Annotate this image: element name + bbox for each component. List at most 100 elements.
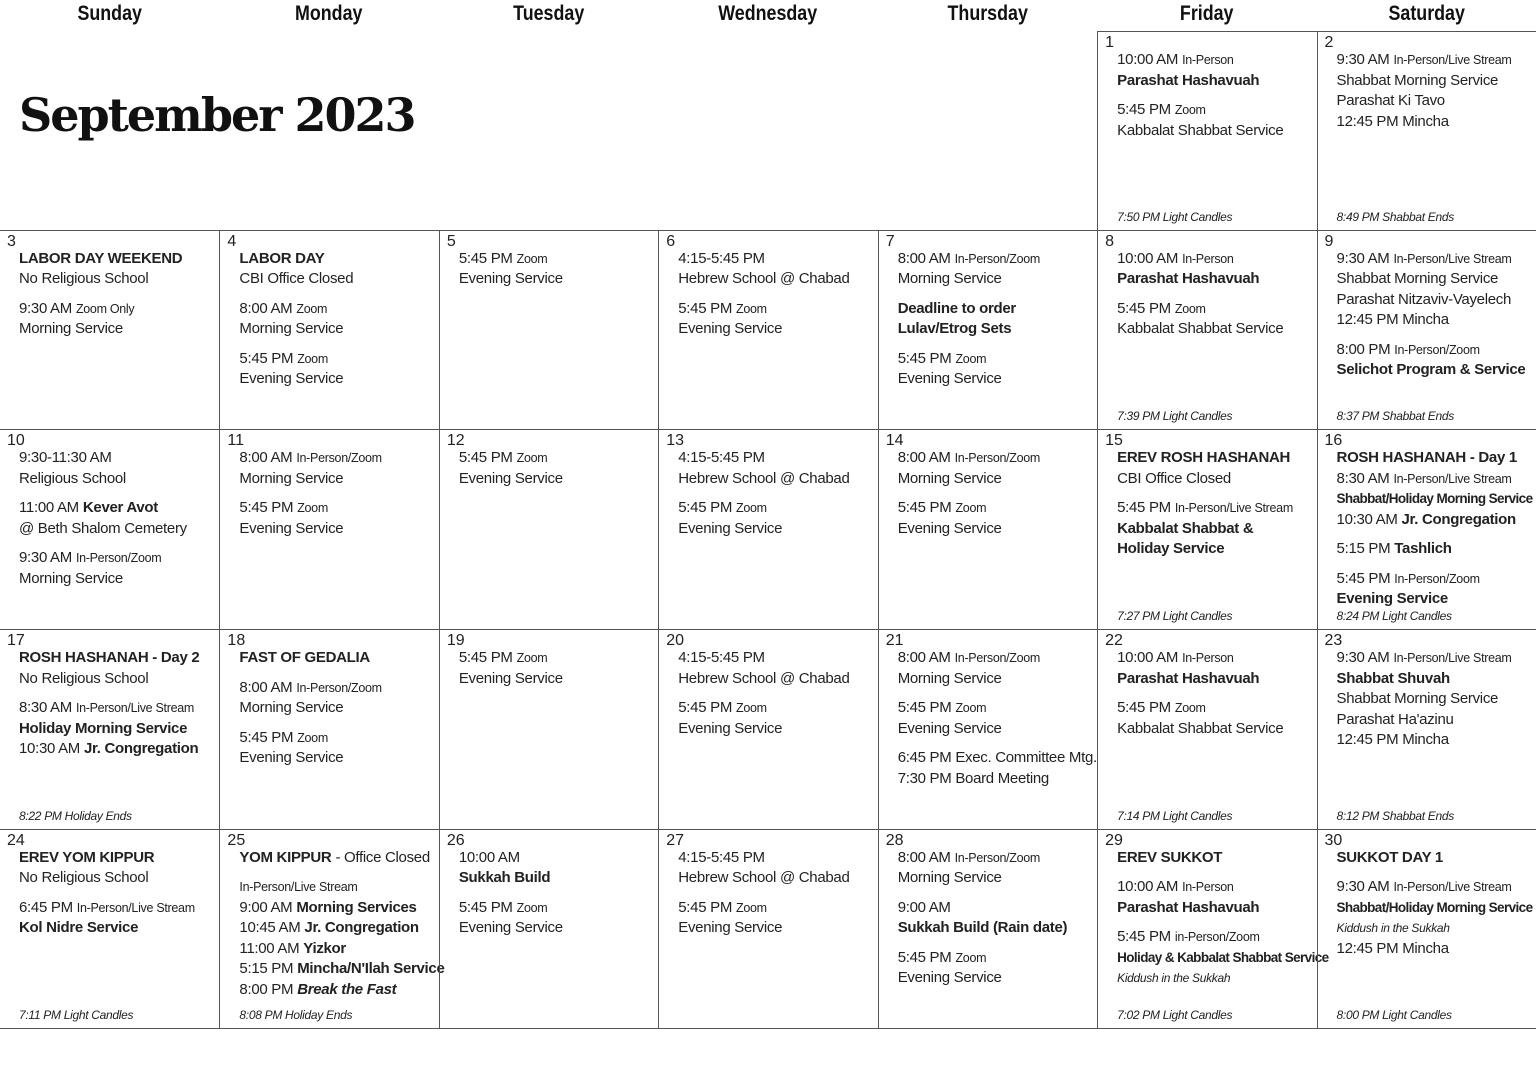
event-text: 10:00 AM [1117,649,1179,667]
day-cell[interactable]: 25 YOM KIPPUR - Office Closed In-Person/Liv… [219,829,445,1030]
event-text: Sukkah Build [458,869,551,887]
day-cell[interactable]: 6 4:15-5:45 PM Hebrew School @ Chabad 5:45 … [658,230,878,431]
event-text: 10:45 AM [239,919,301,937]
event-list: 4:15-5:45 PM Hebrew School @ Chabad 5:45 P… [678,249,875,349]
day-cell[interactable]: 10 9:30-11:30 AM Religious School 11:00 AM K… [0,430,220,631]
event-line: 8:00 AM Zoom [239,299,436,320]
event-line: Morning Service [898,669,1095,690]
day-cell[interactable]: 30 SUKKOT DAY 1 9:30 AM In-Person/Live Stre… [1316,829,1536,1030]
event-text: 4:15-5:45 PM [678,249,765,267]
day-cell[interactable]: 19 5:45 PM Zoom Evening Service [438,630,659,830]
event-line: 5:45 PM Zoom [898,349,1095,370]
event: 5:45 PM Zoom Evening Service [239,728,436,769]
event-list: EREV ROSH HASHANAH CBI Office Closed 5:45 … [1117,448,1314,569]
day-cell[interactable]: 27 4:15-5:45 PM Hebrew School @ Chabad 5:45… [658,829,878,1030]
day-cell[interactable]: 22 10:00 AM In-Person Parashat Hashavuah 5:4… [1097,630,1317,830]
event-text: 12:45 PM Mincha [1336,311,1450,329]
event-line: 8:00 PM Break the Fast [239,980,436,1001]
day-cell[interactable]: 26 10:00 AM Sukkah Build 5:45 PM Zoom Evening… [438,829,659,1030]
event-line: Hebrew School @ Chabad [678,669,875,690]
event-line: Parashat Nitzaviv-Vayelech [1337,290,1534,311]
event-text: Zoom [297,730,328,745]
event-text: 4:15-5:45 PM [678,449,765,467]
event-line: Sukkah Build [459,868,656,889]
day-cell[interactable]: 4 LABOR DAY CBI Office Closed 8:00 AM Zoom Mo… [219,230,439,431]
event-text: 4:15-5:45 PM [678,649,765,667]
day-cell[interactable]: 21 8:00 AM In-Person/Zoom Morning Service 5:… [877,630,1097,830]
day-cell[interactable]: 16 ROSH HASHANAH - Day 1 8:30 AM In-Person/… [1316,430,1536,631]
event-line: Kabbalat Shabbat & [1117,519,1314,540]
event-line: 4:15-5:45 PM [678,249,875,270]
day-cell[interactable]: 13 4:15-5:45 PM Hebrew School @ Chabad 5:45… [658,430,878,631]
event-line: Parashat Ha'azinu [1337,710,1534,731]
event-text: 9:00 AM [897,898,951,916]
event-line: Evening Service [898,968,1095,989]
day-cell[interactable]: 1 10:00 AM In-Person Parashat Hashavuah 5:45… [1097,31,1317,231]
day-cell[interactable]: 23 9:30 AM In-Person/Live Stream Shabbat Sh… [1316,630,1536,830]
event-list: 4:15-5:45 PM Hebrew School @ Chabad 5:45 P… [678,448,875,548]
day-cell[interactable]: 24 EREV YOM KIPPUR No Religious School 6:45… [0,830,220,1030]
day-cell[interactable]: 9 9:30 AM In-Person/Live Stream Shabbat Mor… [1316,230,1536,431]
event: 8:30 AM In-Person/Live Stream Holiday Morn… [19,698,217,760]
event-text: Holiday & Kabbalat Shabbat Service [1117,949,1329,965]
event-text: Parashat Hashavuah [1117,898,1260,916]
event-text: EREV SUKKOT [1117,848,1223,866]
event-text: Yizkor [303,939,346,957]
empty-cell [0,31,220,231]
event-list: 10:00 AM In-Person Parashat Hashavuah 5:45 … [1117,50,1314,150]
event-text: In-Person/Live Stream [239,880,358,895]
event-text: Break the Fast [297,980,397,998]
day-number: 5 [446,232,456,250]
event-list: ROSH HASHANAH - Day 1 8:30 AM In-Person/Li… [1337,448,1534,619]
event-line: YOM KIPPUR - Office Closed [239,848,436,869]
event-line: SUKKOT DAY 1 [1337,848,1534,869]
event-text: 8:00 AM [897,449,951,467]
day-cell[interactable]: 14 8:00 AM In-Person/Zoom Morning Service 5:… [877,430,1098,631]
day-cell[interactable]: 5 5:45 PM Zoom Evening Service [438,230,659,431]
day-cell[interactable]: 17 ROSH HASHANAH - Day 2 No Religious Scho… [0,630,220,830]
event-text: Shabbat/Holiday Morning Service [1336,899,1534,915]
event-text: Evening Service [1336,590,1449,608]
event-text: Evening Service [458,469,563,487]
event-text: 9:30-11:30 AM [19,449,112,467]
day-cell[interactable]: 20 4:15-5:45 PM Hebrew School @ Chabad 5:45… [658,630,878,830]
event-text: ROSH HASHANAH - Day 2 [19,649,200,667]
day-cell[interactable]: 12 5:45 PM Zoom Evening Service [438,430,659,631]
event-line: 8:00 AM In-Person/Zoom [898,448,1095,469]
event-text: EREV ROSH HASHANAH [1117,449,1291,467]
event: LABOR DAY WEEKEND No Religious School [19,249,217,290]
event-list: 5:45 PM Zoom Evening Service [459,648,656,698]
event-text: LABOR DAY [239,249,325,267]
event-text: 10:30 AM [19,740,80,758]
event-text: 5:15 PM [239,960,294,978]
event-text: Tashlich [1394,540,1452,558]
event-line: 10:45 AM Jr. Congregation [239,918,436,939]
day-number: 8 [1105,232,1115,250]
day-cell[interactable]: 3 LABOR DAY WEEKEND No Religious School 9:3… [0,231,220,431]
day-cell[interactable]: 8 10:00 AM In-Person Parashat Hashavuah 5:45… [1097,230,1317,431]
event-text: FAST OF GEDALIA [239,649,370,667]
event: 5:15 PM Tashlich [1337,539,1534,560]
day-cell[interactable]: 29 EREV SUKKOT 10:00 AM In-Person Parashat H… [1097,829,1329,1030]
day-cell[interactable]: 2 9:30 AM In-Person/Live Stream Shabbat Mor… [1316,31,1536,231]
candle-lighting-time: 7:02 PM Light Candles [1117,1008,1233,1023]
event-text: 8:00 AM [897,649,951,667]
day-cell[interactable]: 11 8:00 AM In-Person/Zoom Morning Service 5:… [219,430,439,631]
event-line: @ Beth Shalom Cemetery [19,519,217,540]
day-cell[interactable]: 28 8:00 AM In-Person/Zoom Morning Service 9:… [877,829,1098,1030]
event-text: Zoom [736,701,767,716]
event-text: Evening Service [239,370,344,388]
event-text: Zoom [955,701,987,716]
event: 5:45 PM Zoom Evening Service [678,898,875,939]
event-line: Evening Service [459,269,656,290]
event: Deadline to order Lulav/Etrog Sets [898,299,1095,340]
event-line: Evening Service [898,719,1095,740]
event-line: Evening Service [678,319,875,340]
candle-lighting-time: 8:00 PM Light Candles [1336,1008,1452,1023]
day-cell[interactable]: 15 EREV ROSH HASHANAH CBI Office Closed 5:4… [1097,430,1317,631]
event: 5:45 PM Zoom Evening Service [678,299,875,340]
event-text: Evening Service [678,519,783,537]
day-cell[interactable]: 18 FAST OF GEDALIA 8:00 AM In-Person/Zoom Mo… [219,630,439,830]
event-text: 9:00 AM [239,898,293,916]
day-cell[interactable]: 7 8:00 AM In-Person/Zoom Morning Service Dea… [877,230,1098,431]
